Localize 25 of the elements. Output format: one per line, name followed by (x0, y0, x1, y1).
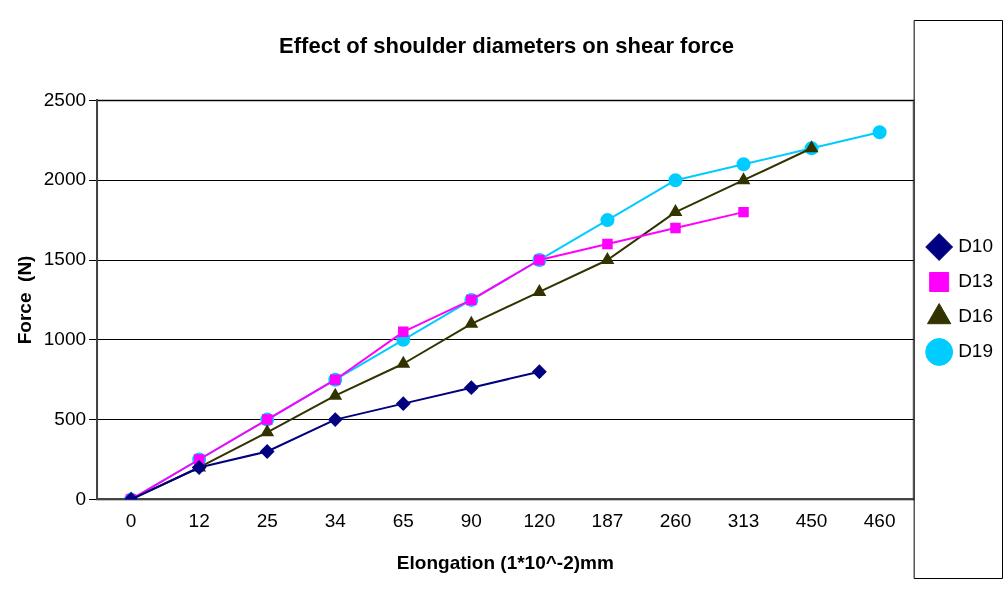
y-tick-label: 2500 (43, 88, 87, 110)
x-tick-label: 450 (795, 510, 828, 532)
legend-label: D10 (958, 235, 993, 257)
x-tick-label: 65 (392, 510, 414, 532)
x-tick-label: 260 (659, 510, 692, 532)
x-tick-label: 12 (188, 510, 210, 532)
legend-label: D13 (958, 270, 993, 292)
y-tick-label: 1000 (43, 328, 87, 350)
y-tick-label: 500 (54, 407, 87, 429)
x-tick-label: 313 (727, 510, 760, 532)
x-tick-label: 25 (256, 510, 278, 532)
x-tick-label: 0 (125, 510, 137, 532)
y-tick-label: 2000 (43, 168, 87, 190)
x-axis-title: Elongation (1*10^-2)mm (396, 551, 614, 573)
legend-label: D16 (958, 305, 993, 327)
x-tick-label: 460 (863, 510, 896, 532)
chart-title: Effect of shoulder diameters on shear force (279, 33, 734, 59)
legend-label: D19 (958, 340, 993, 362)
x-tick-label: 120 (523, 510, 556, 532)
y-tick-label: 0 (75, 487, 87, 509)
x-tick-label: 34 (324, 510, 347, 532)
x-tick-label: 90 (460, 510, 482, 532)
x-tick-label: 187 (591, 510, 624, 532)
y-axis-title: Force (N) (13, 255, 35, 345)
y-tick-label: 1500 (43, 248, 87, 270)
